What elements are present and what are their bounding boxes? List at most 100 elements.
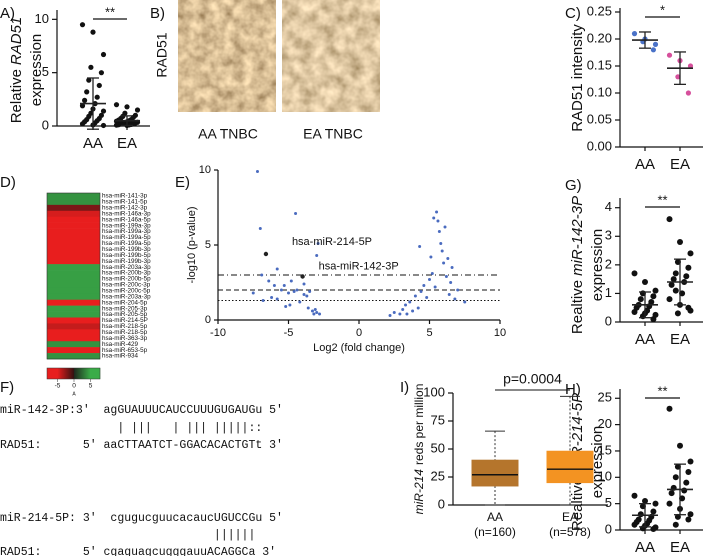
x-tick-label: 10	[494, 327, 506, 339]
data-point	[456, 288, 460, 292]
x-tick-label: AA	[635, 156, 655, 173]
error-bar	[87, 77, 99, 130]
y-tick-label: 4	[605, 199, 612, 214]
heatmap-cell	[47, 246, 100, 253]
data-point	[429, 255, 433, 259]
colorbar-segment	[92, 368, 94, 379]
data-point	[413, 294, 417, 298]
heatmap-cell	[47, 299, 100, 306]
colorbar-segment	[69, 368, 71, 379]
heatmap-cell	[47, 329, 100, 336]
data-point	[260, 273, 264, 277]
heatmap-cell	[47, 305, 100, 312]
data-point	[98, 70, 104, 76]
colorbar-segment	[63, 368, 65, 379]
y-tick-label: 0.05	[587, 111, 612, 126]
colorbar-segment	[75, 368, 77, 379]
row-label: hsa-miR-934	[102, 353, 139, 360]
colorbar-segment	[83, 368, 85, 379]
data-point	[288, 303, 292, 307]
colorbar-segment	[65, 368, 67, 379]
data-point	[79, 121, 86, 127]
row-label: hsa-miR-146a-3p	[102, 210, 151, 217]
data-point	[79, 22, 86, 28]
error-bar	[121, 115, 133, 127]
data-point	[401, 308, 405, 311]
row-label: hsa-miR-205-5p	[102, 311, 148, 318]
annotation: hsa-miR-142-3P	[319, 260, 399, 272]
colorbar-segment	[76, 368, 78, 379]
row-label: hsa-miR-142-3p	[102, 204, 148, 211]
data-point	[683, 479, 690, 486]
colorbar-segment	[78, 368, 80, 379]
heatmap-cell	[47, 264, 100, 271]
colorbar-segment	[59, 368, 61, 379]
data-point	[388, 314, 392, 317]
data-point	[674, 310, 681, 317]
significance-label: *	[660, 2, 665, 17]
data-point	[685, 469, 692, 476]
data-point	[88, 64, 94, 70]
data-point	[650, 293, 657, 300]
colorbar-segment	[98, 368, 100, 379]
y-tick-label: 0.20	[587, 30, 612, 45]
colorbar-segment	[94, 368, 96, 379]
colorbar-segment	[62, 368, 64, 379]
data-point	[437, 230, 441, 233]
data-point	[298, 300, 302, 304]
colorbar-segment	[93, 368, 95, 379]
data-point	[275, 267, 279, 271]
data-point	[631, 270, 638, 277]
x-tick-label: AA	[635, 539, 655, 556]
colorbar-segment	[58, 368, 60, 379]
data-point	[672, 270, 679, 277]
colorbar-segment	[91, 368, 93, 379]
y-tick-label: 0.00	[587, 138, 612, 153]
data-point	[439, 242, 443, 245]
data-point	[96, 82, 102, 89]
data-point	[258, 227, 262, 230]
error-bar	[639, 291, 651, 319]
row-label: hsa-miR-218-5p	[102, 329, 148, 336]
colorbar-segment	[72, 368, 74, 379]
data-point	[294, 212, 298, 215]
y-tick-label: 25	[598, 390, 612, 405]
y-axis-label: miR-214 reds per million	[412, 384, 426, 515]
data-point	[453, 297, 457, 301]
data-point	[306, 306, 310, 310]
y-axis-label: expression	[28, 34, 45, 107]
data-point	[436, 219, 440, 223]
colorbar-segment	[80, 368, 82, 379]
data-point	[432, 216, 436, 220]
colorbar-segment	[89, 368, 91, 379]
data-point	[416, 306, 420, 310]
y-tick-label: 0	[205, 314, 211, 326]
data-point	[422, 284, 426, 287]
y-tick-label: 0.25	[587, 3, 612, 18]
error-bar	[674, 463, 686, 516]
data-point	[270, 296, 274, 299]
x-tick-label: AA	[635, 331, 655, 348]
heatmap-cell	[47, 198, 100, 206]
panel-label: C)	[565, 5, 581, 22]
colorbar-segment	[64, 368, 66, 379]
colorbar-tick-label: 5	[89, 383, 93, 390]
y-tick-label: 3	[605, 228, 612, 243]
colorbar-segment	[49, 368, 51, 379]
data-point	[442, 261, 446, 265]
colorbar-segment	[84, 368, 86, 379]
x-tick-label: AA	[487, 510, 503, 524]
colorbar-segment	[60, 368, 62, 379]
x-axis-label: Log2 (fold change)	[313, 342, 405, 354]
y-tick-label: 15	[598, 442, 612, 457]
data-point	[82, 97, 88, 103]
data-point	[411, 309, 415, 313]
row-label: hsa-miR-203a-3p	[102, 293, 151, 300]
data-point	[398, 312, 402, 316]
row-label: hsa-miR-146a-5p	[102, 216, 151, 223]
image-ylabel: RAD51	[154, 32, 170, 77]
colorbar-segment	[97, 368, 99, 379]
x-tick-label: -10	[210, 327, 226, 339]
data-point	[90, 29, 96, 35]
colorbar-label: A	[72, 391, 76, 397]
